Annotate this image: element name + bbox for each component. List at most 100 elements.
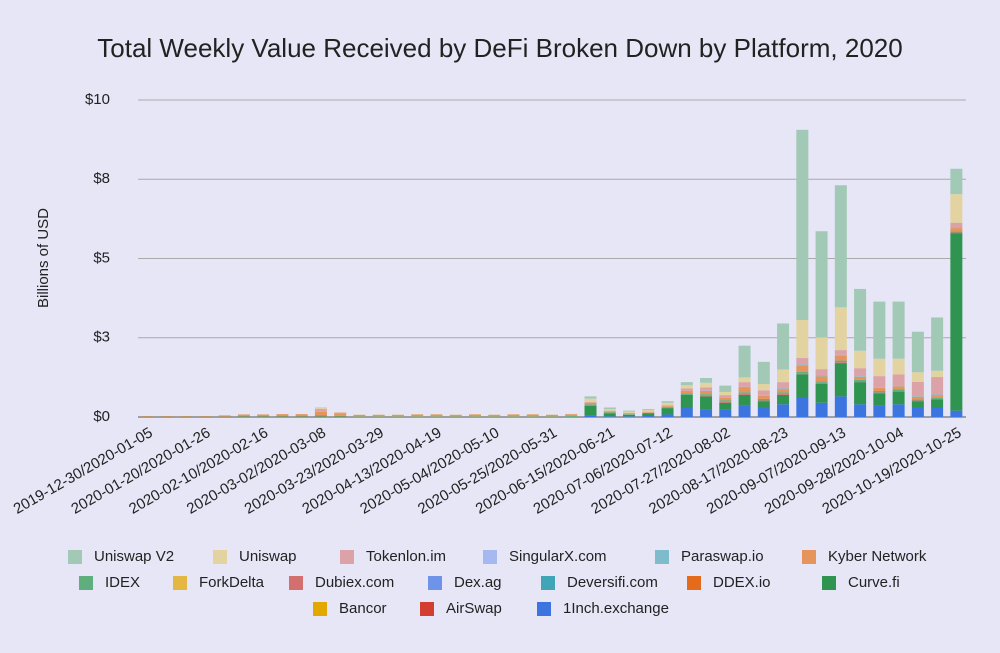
bar-segment (738, 382, 751, 387)
bar-segment (777, 393, 790, 395)
bar-segment (950, 231, 963, 233)
bar-segment (257, 416, 270, 417)
bar-segment (738, 387, 751, 393)
bar-segment (834, 355, 847, 361)
bar-segment (603, 413, 616, 417)
bar-segment (526, 414, 539, 417)
bar-segment (757, 395, 770, 396)
bar-segment (796, 397, 809, 417)
bar-segment (950, 233, 963, 411)
bar-segment (314, 411, 327, 416)
bar-segment (854, 376, 867, 380)
bar-segment (603, 407, 616, 410)
bar-segment (796, 129, 809, 320)
bar-segment (950, 410, 963, 417)
bar-segment (757, 395, 770, 399)
bar-segment (603, 412, 616, 414)
bar-segment (526, 416, 539, 417)
bar-segment (738, 386, 751, 388)
bar-segment (834, 362, 847, 364)
bar-segment (892, 386, 905, 390)
bar-segment (565, 414, 578, 417)
legend-label: Tokenlon.im (366, 548, 446, 565)
bar-segment (584, 402, 597, 405)
legend-label: Dex.ag (454, 574, 502, 591)
legend-label: DDEX.io (713, 574, 771, 591)
bar-segment (141, 416, 154, 417)
bar-segment (873, 301, 886, 359)
bar-segment (719, 385, 732, 392)
bar-segment (603, 411, 616, 413)
bar-segment (237, 414, 250, 417)
bar-segment (623, 410, 636, 412)
bar-segment (950, 194, 963, 223)
bar-segment (603, 409, 616, 411)
bar-segment (603, 410, 616, 412)
bar-segment (815, 375, 828, 377)
legend-label: IDEX (105, 574, 140, 591)
legend-swatch (687, 576, 701, 590)
bar-segment (911, 401, 924, 408)
bar-segment (834, 354, 847, 356)
legend-swatch (537, 602, 551, 616)
bar-segment (815, 381, 828, 383)
bar-segment (719, 395, 732, 398)
bar-segment (680, 407, 693, 417)
bar-segment (757, 398, 770, 401)
bar-segment (738, 393, 751, 395)
legend-label: 1Inch.exchange (563, 600, 669, 617)
bar-segment (584, 415, 597, 417)
bar-segment (854, 350, 867, 369)
bar-segment (911, 407, 924, 417)
bar-segment (796, 371, 809, 374)
bar-segment (584, 398, 597, 402)
bar-segment (623, 412, 636, 414)
bar-segment (796, 319, 809, 359)
bar-segment (700, 396, 713, 410)
bar-segment (950, 168, 963, 195)
bar-segment (411, 416, 424, 417)
bar-segment (468, 414, 481, 417)
bar-segment (931, 395, 944, 398)
bar-segment (700, 395, 713, 397)
bar-segment (700, 387, 713, 391)
bar-segment (700, 394, 713, 396)
bar-segment (950, 222, 963, 228)
legend-swatch (483, 550, 497, 564)
bar-segment (719, 391, 732, 396)
bar-segment (834, 396, 847, 417)
bar-segment (892, 391, 905, 392)
bar-segment (603, 416, 616, 417)
bar-segment (700, 391, 713, 395)
bar-segment (796, 374, 809, 398)
bar-segment (815, 337, 828, 370)
bar-segment (584, 404, 597, 406)
bar-segment (796, 373, 809, 375)
bar-segment (873, 387, 886, 392)
bar-segment (507, 414, 520, 417)
bar-segment (738, 392, 751, 394)
y-tick-label: $5 (93, 249, 110, 266)
bar-segment (661, 402, 674, 406)
bar-segment (700, 409, 713, 417)
bar-segment (411, 414, 424, 417)
bar-segment (777, 392, 790, 394)
bar-segment (738, 377, 751, 383)
bar-segment (623, 414, 636, 417)
bar-segment (777, 389, 790, 393)
legend-swatch (802, 550, 816, 564)
y-tick-label: $8 (93, 170, 110, 187)
legend-label: Dubiex.com (315, 574, 394, 591)
bar-segment (854, 376, 867, 377)
bar-segment (738, 405, 751, 417)
bar-segment (738, 394, 751, 406)
bar-segment (873, 405, 886, 417)
bar-segment (642, 412, 655, 414)
bar-segment (911, 399, 924, 401)
bar-segment (757, 361, 770, 385)
bar-segment (892, 391, 905, 405)
bar-segment (680, 388, 693, 391)
bar-segment (680, 390, 693, 394)
bar-segment (777, 404, 790, 417)
legend-label: Uniswap (239, 548, 297, 565)
